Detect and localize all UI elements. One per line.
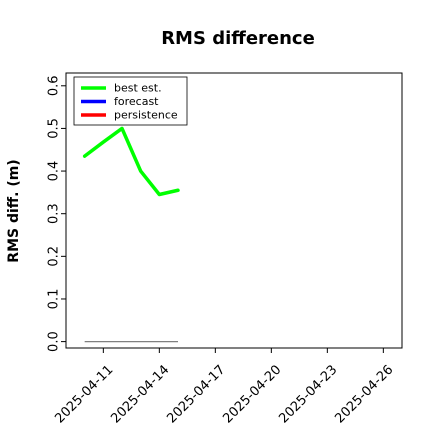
x-tick-label: 2025-04-20 xyxy=(220,362,284,426)
y-tick-label: 0.5 xyxy=(47,118,62,139)
y-tick-label: 0.2 xyxy=(47,246,62,267)
x-tick-label: 2025-04-23 xyxy=(276,362,340,426)
x-tick-label: 2025-04-14 xyxy=(108,362,172,426)
y-tick-label: 0.4 xyxy=(47,161,62,182)
legend-label: persistence xyxy=(114,109,178,122)
plot-lines xyxy=(82,126,180,343)
y-axis-ticks: 0.0 0.1 0.2 0.3 0.4 0.5 0.6 xyxy=(47,75,66,352)
plot-frame xyxy=(65,72,403,349)
y-tick-label: 0.0 xyxy=(47,331,62,352)
y-axis-label: RMS diff. (m) xyxy=(6,159,22,262)
y-tick-label: 0.1 xyxy=(47,289,62,310)
series-line-best-est xyxy=(82,126,180,197)
chart-title: RMS difference xyxy=(161,28,315,49)
x-tick-label: 2025-04-11 xyxy=(52,362,116,426)
x-tick-label: 2025-04-17 xyxy=(164,362,228,426)
y-tick-label: 0.6 xyxy=(47,75,62,96)
legend-label: best est. xyxy=(114,82,162,95)
x-axis-ticks: 2025-04-112025-04-142025-04-172025-04-20… xyxy=(52,348,396,426)
legend-label: forecast xyxy=(114,95,159,108)
x-tick-label: 2025-04-26 xyxy=(332,362,396,426)
y-tick-label: 0.3 xyxy=(47,203,62,224)
